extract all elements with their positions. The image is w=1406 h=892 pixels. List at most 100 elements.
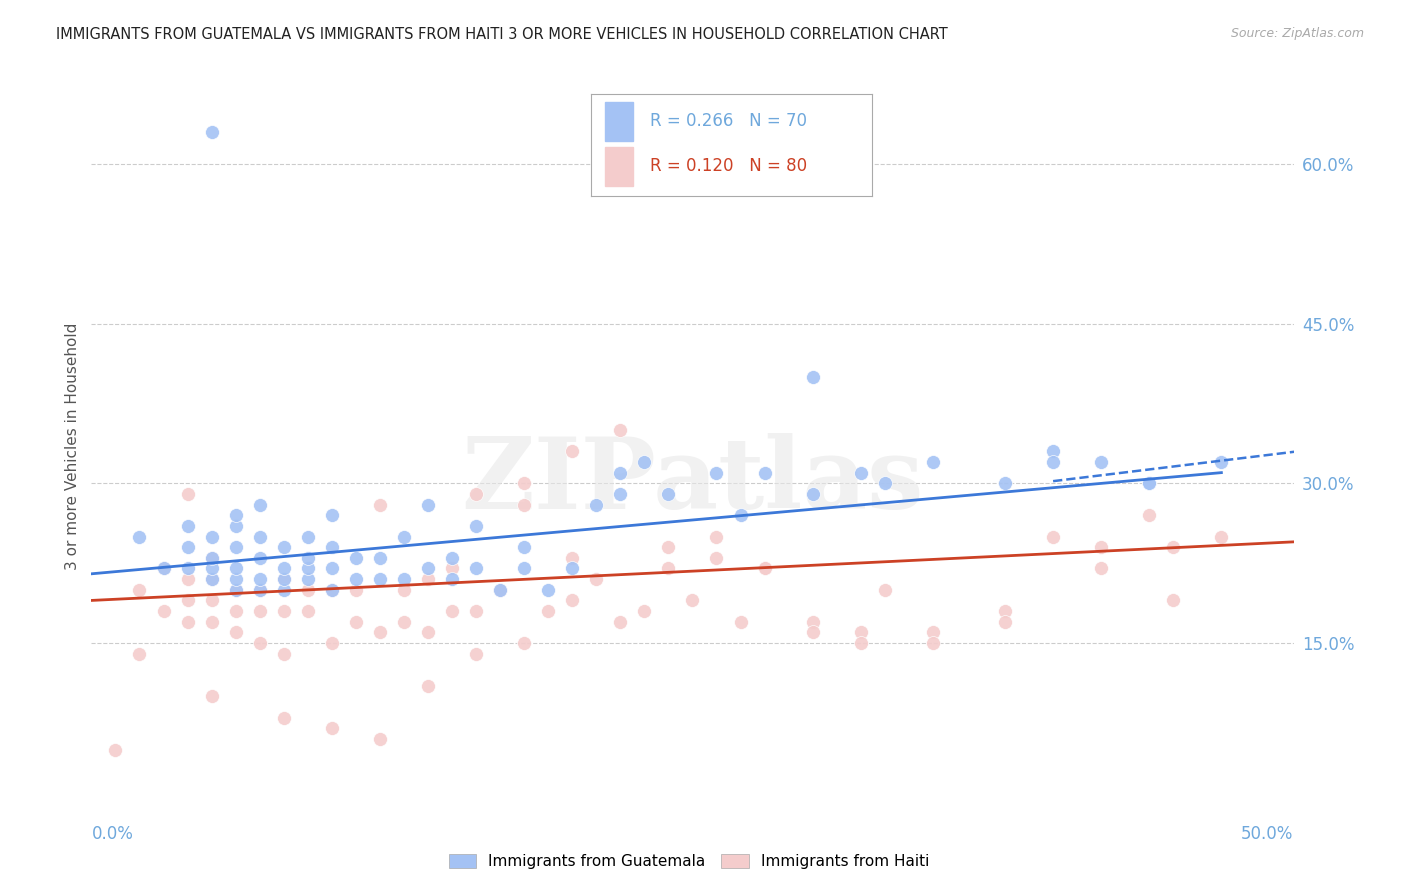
Point xyxy=(344,615,367,629)
Point xyxy=(513,561,536,575)
Point xyxy=(201,125,224,139)
Point xyxy=(1137,476,1160,491)
Point xyxy=(489,582,512,597)
Point xyxy=(513,636,536,650)
Point xyxy=(201,550,224,565)
Point xyxy=(465,487,488,501)
Point xyxy=(849,625,872,640)
Point xyxy=(706,466,728,480)
Point xyxy=(104,742,127,756)
Bar xyxy=(605,147,633,186)
Point xyxy=(561,550,583,565)
Point xyxy=(801,615,824,629)
Point xyxy=(633,604,655,618)
Point xyxy=(368,498,391,512)
Point xyxy=(321,540,343,554)
Point xyxy=(321,636,343,650)
Point xyxy=(657,487,679,501)
Point xyxy=(849,636,872,650)
Point xyxy=(1090,540,1112,554)
Text: IMMIGRANTS FROM GUATEMALA VS IMMIGRANTS FROM HAITI 3 OR MORE VEHICLES IN HOUSEHO: IMMIGRANTS FROM GUATEMALA VS IMMIGRANTS … xyxy=(56,27,948,42)
Point xyxy=(801,487,824,501)
Text: R = 0.120   N = 80: R = 0.120 N = 80 xyxy=(650,158,807,176)
Point xyxy=(681,593,703,607)
Point xyxy=(225,604,247,618)
Point xyxy=(225,582,247,597)
Point xyxy=(297,529,319,543)
Point xyxy=(249,572,271,586)
Point xyxy=(730,508,752,523)
Point xyxy=(225,540,247,554)
Point xyxy=(513,476,536,491)
Point xyxy=(1090,561,1112,575)
Point xyxy=(201,690,224,704)
Point xyxy=(249,498,271,512)
Point xyxy=(416,561,439,575)
Point xyxy=(1161,593,1184,607)
Point xyxy=(537,604,560,618)
Point xyxy=(297,604,319,618)
Point xyxy=(225,508,247,523)
Point xyxy=(754,466,776,480)
Point xyxy=(561,593,583,607)
Point xyxy=(201,550,224,565)
Point xyxy=(176,519,198,533)
Point xyxy=(152,604,174,618)
Text: 50.0%: 50.0% xyxy=(1241,825,1294,843)
Point xyxy=(706,550,728,565)
Point xyxy=(249,636,271,650)
Point xyxy=(994,604,1017,618)
Point xyxy=(730,615,752,629)
Point xyxy=(609,466,631,480)
Point xyxy=(657,540,679,554)
Point xyxy=(754,561,776,575)
Point xyxy=(1137,476,1160,491)
Point xyxy=(392,582,415,597)
Point xyxy=(561,444,583,458)
Point xyxy=(321,582,343,597)
Point xyxy=(176,593,198,607)
Point xyxy=(416,625,439,640)
Point xyxy=(465,519,488,533)
Point xyxy=(1042,444,1064,458)
Point xyxy=(321,508,343,523)
Y-axis label: 3 or more Vehicles in Household: 3 or more Vehicles in Household xyxy=(65,322,80,570)
Point xyxy=(297,550,319,565)
Point xyxy=(176,615,198,629)
Point xyxy=(249,529,271,543)
Point xyxy=(273,647,295,661)
Text: Source: ZipAtlas.com: Source: ZipAtlas.com xyxy=(1230,27,1364,40)
Point xyxy=(297,561,319,575)
Point xyxy=(801,369,824,384)
Point xyxy=(297,572,319,586)
Point xyxy=(321,721,343,735)
Point xyxy=(225,561,247,575)
Point xyxy=(201,572,224,586)
Point xyxy=(128,529,150,543)
Point xyxy=(994,615,1017,629)
Point xyxy=(465,561,488,575)
Point xyxy=(392,529,415,543)
Point xyxy=(201,529,224,543)
Point xyxy=(152,561,174,575)
Point xyxy=(321,582,343,597)
Point xyxy=(176,572,198,586)
Point xyxy=(465,647,488,661)
Point xyxy=(657,561,679,575)
Point xyxy=(440,550,463,565)
Point xyxy=(273,582,295,597)
Point xyxy=(416,572,439,586)
Point xyxy=(201,561,224,575)
Point xyxy=(128,647,150,661)
Point xyxy=(368,625,391,640)
Text: R = 0.266   N = 70: R = 0.266 N = 70 xyxy=(650,112,807,130)
Point xyxy=(873,476,896,491)
Legend: Immigrants from Guatemala, Immigrants from Haiti: Immigrants from Guatemala, Immigrants fr… xyxy=(443,848,935,875)
Point xyxy=(513,540,536,554)
Point xyxy=(176,487,198,501)
Point xyxy=(513,498,536,512)
Point xyxy=(416,498,439,512)
Point xyxy=(537,582,560,597)
Point xyxy=(201,593,224,607)
Point xyxy=(392,615,415,629)
